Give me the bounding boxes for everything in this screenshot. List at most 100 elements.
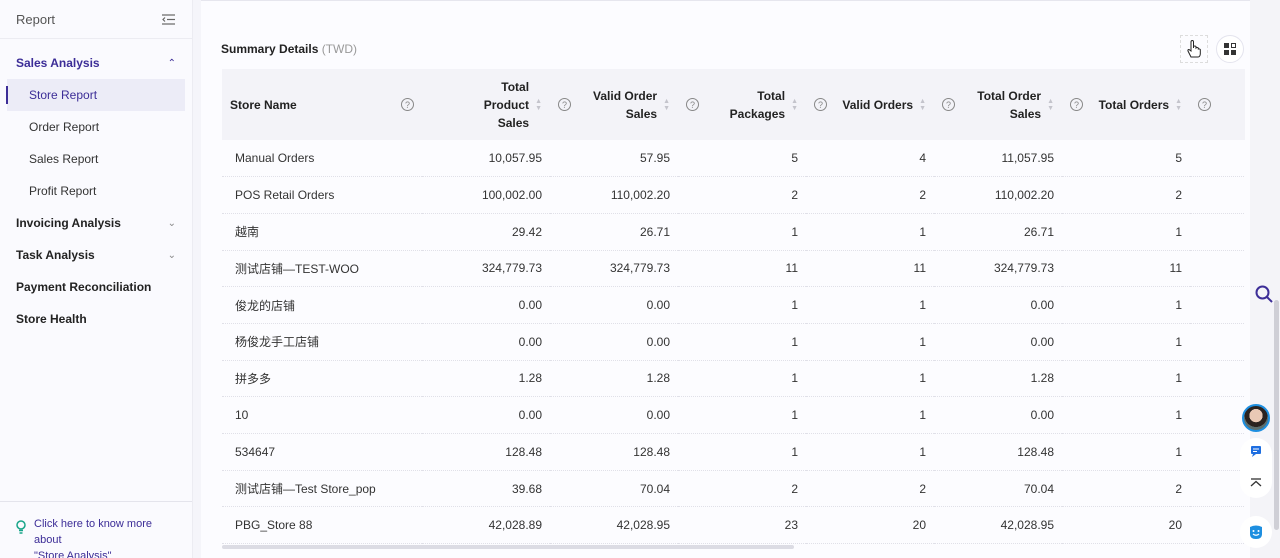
help-icon[interactable]: ? [686, 98, 699, 111]
sort-icon[interactable]: ▲ ▼ [1175, 97, 1182, 112]
value-cell [1190, 287, 1245, 324]
value-cell: 0.00 [646, 408, 670, 423]
sort-icon[interactable]: ▲ ▼ [535, 97, 542, 112]
column-header-valid-orders[interactable]: ? Valid Orders ▲ ▼ [806, 69, 934, 140]
sidebar-group-sales-analysis[interactable]: Sales Analysis ⌃ [0, 47, 192, 79]
value-cell: 2 [1175, 188, 1182, 203]
value-cell [1190, 323, 1245, 360]
help-icon[interactable]: ? [1198, 98, 1211, 111]
help-link-line1: Click here to know more about [34, 518, 152, 546]
column-header-total-order-sales[interactable]: ? Total Order Sales ▲ ▼ [934, 69, 1062, 140]
header-line: Total [501, 79, 530, 94]
value-cell: 1 [791, 371, 798, 386]
store-name-cell: Manual Orders [235, 151, 315, 166]
sidebar-group-label: Store Health [16, 312, 87, 326]
table-row[interactable]: POS Retail Orders 100,002.00 110,002.20 2 2 1… [222, 177, 1245, 214]
sort-icon[interactable]: ▲ ▼ [1047, 97, 1054, 112]
support-agent-avatar[interactable] [1242, 404, 1270, 432]
store-name-cell: 俊龙的店铺 [235, 298, 296, 313]
back-to-top-icon[interactable] [1250, 476, 1262, 491]
menu-collapse-icon[interactable] [162, 13, 176, 25]
currency-label: (TWD) [321, 42, 358, 56]
value-cell: 11 [1169, 261, 1182, 276]
sidebar-group-label: Payment Reconciliation [16, 280, 152, 294]
column-header-valid-order-sales[interactable]: ? Valid Order Sales ▲ ▼ [550, 69, 678, 140]
value-cell: 100,002.00 [481, 188, 542, 203]
column-header-total-orders[interactable]: ? Total Orders ▲ ▼ [1062, 69, 1190, 140]
sort-icon[interactable]: ▲ ▼ [919, 97, 926, 112]
help-icon[interactable]: ? [401, 98, 414, 111]
sidebar-item-store-report[interactable]: Store Report [6, 79, 185, 111]
value-cell: 42,028.95 [616, 518, 670, 533]
table-row[interactable]: 10 0.00 0.00 1 1 0.00 1 [222, 397, 1245, 434]
value-cell [1190, 360, 1245, 397]
chevron-down-icon: ⌄ [167, 217, 176, 229]
help-icon[interactable]: ? [814, 98, 827, 111]
table-row[interactable]: 534647 128.48 128.48 1 1 128.48 1 [222, 434, 1245, 471]
sidebar-header: Report [0, 0, 192, 39]
sidebar-group-payment-reconciliation[interactable]: Payment Reconciliation [0, 271, 192, 303]
sidebar-nav: Sales Analysis ⌃ Store Report Order Repo… [0, 39, 192, 335]
table-row[interactable]: 杨俊龙手工店铺 0.00 0.00 1 1 0.00 1 [222, 323, 1245, 361]
sidebar-item-profit-report[interactable]: Profit Report [7, 175, 185, 207]
help-icon[interactable]: ? [1070, 98, 1083, 111]
store-name-cell: 拼多多 [235, 371, 272, 386]
search-icon[interactable] [1255, 285, 1273, 308]
vertical-scrollbar[interactable] [1274, 300, 1279, 530]
value-cell: 1 [919, 224, 926, 239]
ai-assistant-icon[interactable] [1240, 516, 1272, 548]
value-cell: 1 [791, 444, 798, 459]
table-row[interactable]: PBG_Store 88 42,028.89 42,028.95 23 20 42,028… [222, 507, 1245, 544]
table-row[interactable]: 测试店铺—Test Store_pop 39.68 70.04 2 2 70.04 2 [222, 470, 1245, 507]
chat-icon[interactable] [1250, 445, 1262, 461]
store-analysis-help-link[interactable]: Click here to know more about "Store Ana… [34, 516, 176, 558]
value-cell: 11 [785, 261, 798, 276]
value-cell: 20 [1168, 518, 1182, 533]
store-name-cell: 测试店铺—Test Store_pop [235, 482, 376, 497]
value-cell: 29.42 [511, 224, 542, 239]
pointer-cursor-button[interactable] [1180, 35, 1208, 63]
column-header-customers[interactable]: ? Customers ▲▼ [1190, 69, 1245, 140]
value-cell: 1 [1175, 224, 1182, 239]
column-settings-button[interactable] [1216, 35, 1244, 63]
help-icon[interactable]: ? [558, 98, 571, 111]
value-cell: 11,057.95 [1001, 151, 1055, 166]
chevron-down-icon: ⌄ [167, 249, 176, 261]
value-cell: 1 [791, 298, 798, 313]
help-link-line2: "Store Analysis" [34, 550, 112, 558]
table-row[interactable]: Manual Orders 10,057.95 57.95 5 4 11,057.95 5 [222, 140, 1245, 177]
table-row[interactable]: 俊龙的店铺 0.00 0.00 1 1 0.00 1 [222, 287, 1245, 324]
value-cell: 324,779.73 [609, 261, 670, 276]
column-header-label: Customers [1211, 96, 1245, 114]
sidebar-group-invoicing-analysis[interactable]: Invoicing Analysis ⌄ [0, 207, 192, 239]
sort-icon[interactable]: ▲ ▼ [791, 97, 798, 112]
header-line: Sales [625, 106, 658, 121]
sort-icon[interactable]: ▲ ▼ [663, 97, 670, 112]
value-cell: 10,057.95 [488, 151, 542, 166]
table-row[interactable]: 拼多多 1.28 1.28 1 1 1.28 1 [222, 360, 1245, 397]
value-cell: 1.28 [1030, 371, 1054, 386]
table-row[interactable]: 测试店铺—TEST-WOO 324,779.73 324,779.73 11 11 324… [222, 250, 1245, 287]
column-header-label: Total Orders [1098, 97, 1170, 112]
value-cell: 70.04 [1023, 481, 1054, 496]
store-name-cell: 测试店铺—TEST-WOO [235, 261, 359, 276]
sidebar-group-store-health[interactable]: Store Health [0, 303, 192, 335]
column-header-total-product-sales[interactable]: Total Product Sales ▲ ▼ [422, 69, 550, 140]
value-cell: 5 [791, 151, 798, 166]
sidebar-item-order-report[interactable]: Order Report [7, 111, 185, 143]
value-cell [1190, 507, 1245, 544]
section-title-text: Summary Details [221, 42, 319, 56]
horizontal-scrollbar[interactable] [222, 545, 794, 549]
sidebar-group-task-analysis[interactable]: Task Analysis ⌄ [0, 239, 192, 271]
header-line: Product [483, 97, 530, 112]
help-icon[interactable]: ? [942, 98, 955, 111]
column-header-total-packages[interactable]: ? Total Packages ▲ ▼ [678, 69, 806, 140]
value-cell: 0.00 [646, 298, 670, 313]
sidebar-item-sales-report[interactable]: Sales Report [7, 143, 185, 175]
value-cell: 0.00 [518, 408, 542, 423]
value-cell: 23 [784, 518, 798, 533]
table-row[interactable]: 越南 29.42 26.71 1 1 26.71 1 [222, 213, 1245, 251]
lightbulb-icon [16, 520, 26, 537]
floating-actions [1240, 438, 1272, 498]
value-cell: 110,002.20 [994, 188, 1054, 203]
